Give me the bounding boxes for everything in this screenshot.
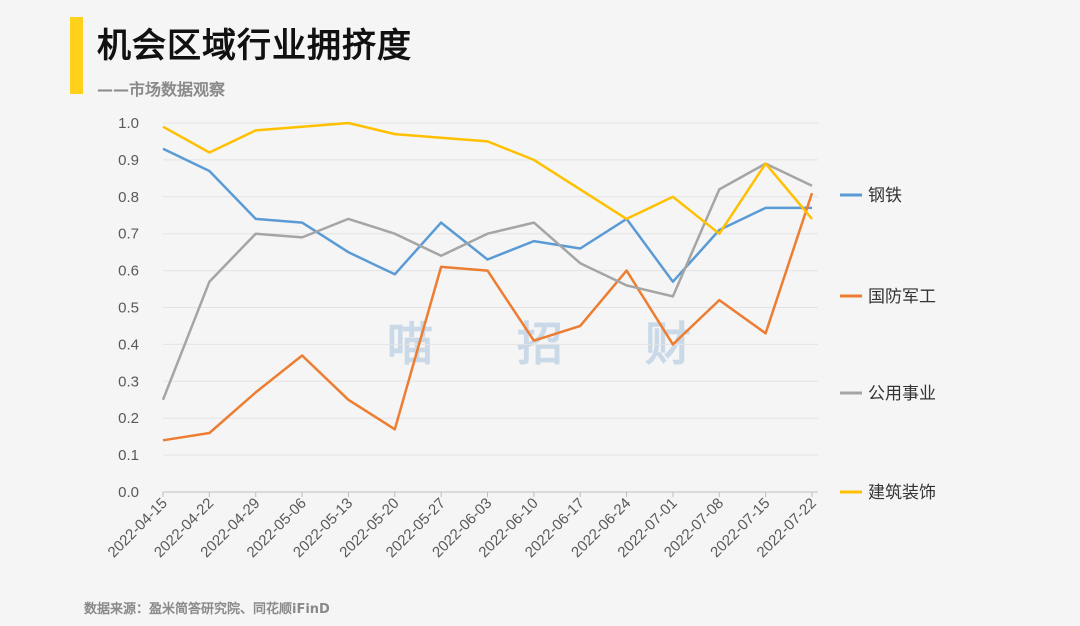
- y-axis-ticks: 0.0 0.1 0.2 0.3 0.4 0.5 0.6 0.7 0.8 0.9 1.0: [118, 115, 139, 501]
- legend-label: 公用事业: [868, 384, 936, 404]
- series-line: [161, 162, 813, 401]
- y-tick-label: 1.0: [118, 115, 139, 132]
- series-line: [162, 147, 812, 283]
- y-tick-label: 0.0: [118, 484, 139, 501]
- page-subtitle: ——市场数据观察: [97, 80, 226, 99]
- y-tick-label: 0.3: [118, 373, 139, 390]
- legend-label: 国防军工: [868, 287, 936, 307]
- y-tick-label: 0.7: [118, 226, 139, 243]
- chart-series: [161, 121, 814, 442]
- legend-label: 建筑装饰: [868, 483, 936, 503]
- y-tick-label: 0.5: [118, 300, 139, 317]
- y-tick-label: 0.1: [118, 447, 139, 464]
- legend-label: 钢铁: [868, 186, 902, 206]
- x-axis-ticks: 2022-04-152022-04-222022-04-292022-05-06…: [105, 492, 820, 561]
- page-title: 机会区域行业拥挤度: [97, 26, 412, 66]
- title-accent-bar: [70, 17, 83, 94]
- y-tick-label: 0.4: [118, 336, 139, 353]
- chart-grid: [163, 122, 818, 493]
- series-line: [162, 121, 813, 235]
- y-tick-label: 0.9: [118, 152, 139, 169]
- y-tick-label: 0.2: [118, 410, 139, 427]
- y-tick-label: 0.6: [118, 263, 139, 280]
- y-tick-label: 0.8: [118, 189, 139, 206]
- series-line: [162, 192, 814, 442]
- source-note: 数据来源：盈米简答研究院、同花顺iFinD: [84, 602, 330, 617]
